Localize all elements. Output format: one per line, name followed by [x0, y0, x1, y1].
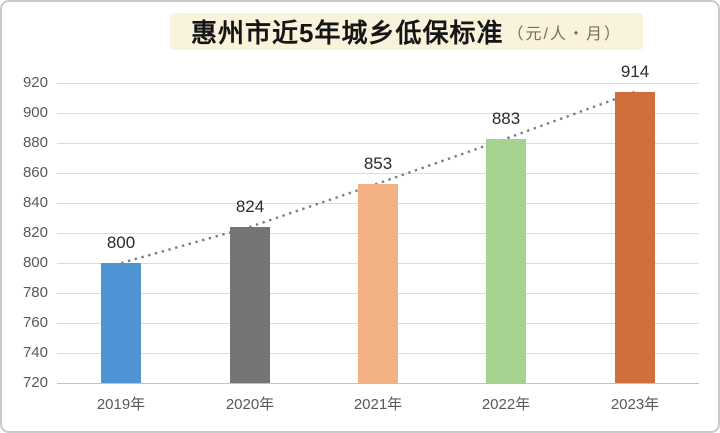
y-tick-label-780: 780: [22, 284, 48, 301]
gridline-900: [57, 113, 699, 114]
gridline-920: [57, 83, 699, 84]
bar-2019年[interactable]: [101, 263, 141, 383]
x-tick-label-2019年: 2019年: [96, 396, 146, 413]
chart-title: 惠州市近5年城乡低保标准: [191, 18, 504, 48]
y-tick-label-720: 720: [22, 374, 48, 391]
x-tick-label-2020年: 2020年: [225, 396, 275, 413]
chart-title-banner: 惠州市近5年城乡低保标准 （元/人・月）: [170, 13, 643, 50]
y-tick-label-800: 800: [22, 254, 48, 271]
chart-title-unit: （元/人・月）: [507, 25, 622, 43]
value-label-914: 914: [620, 62, 650, 81]
x-tick-label-2022年: 2022年: [481, 396, 531, 413]
x-tick-label-2021年: 2021年: [353, 396, 403, 413]
y-tick-label-880: 880: [22, 134, 48, 151]
y-tick-label-820: 820: [22, 224, 48, 241]
x-tick-label-2023年: 2023年: [610, 396, 660, 413]
y-tick-label-900: 900: [22, 104, 48, 121]
value-label-883: 883: [491, 109, 521, 128]
y-tick-label-920: 920: [22, 74, 48, 91]
y-tick-label-740: 740: [22, 344, 48, 361]
y-tick-label-840: 840: [22, 194, 48, 211]
bar-2021年[interactable]: [358, 184, 398, 384]
y-tick-label-760: 760: [22, 314, 48, 331]
y-tick-label-860: 860: [22, 164, 48, 181]
gridline-880: [57, 143, 699, 144]
value-label-800: 800: [106, 233, 136, 252]
value-label-853: 853: [363, 154, 393, 173]
value-label-824: 824: [235, 197, 265, 216]
bar-2022年[interactable]: [486, 139, 526, 384]
bar-2023年[interactable]: [615, 92, 655, 383]
bar-2020年[interactable]: [230, 227, 270, 383]
